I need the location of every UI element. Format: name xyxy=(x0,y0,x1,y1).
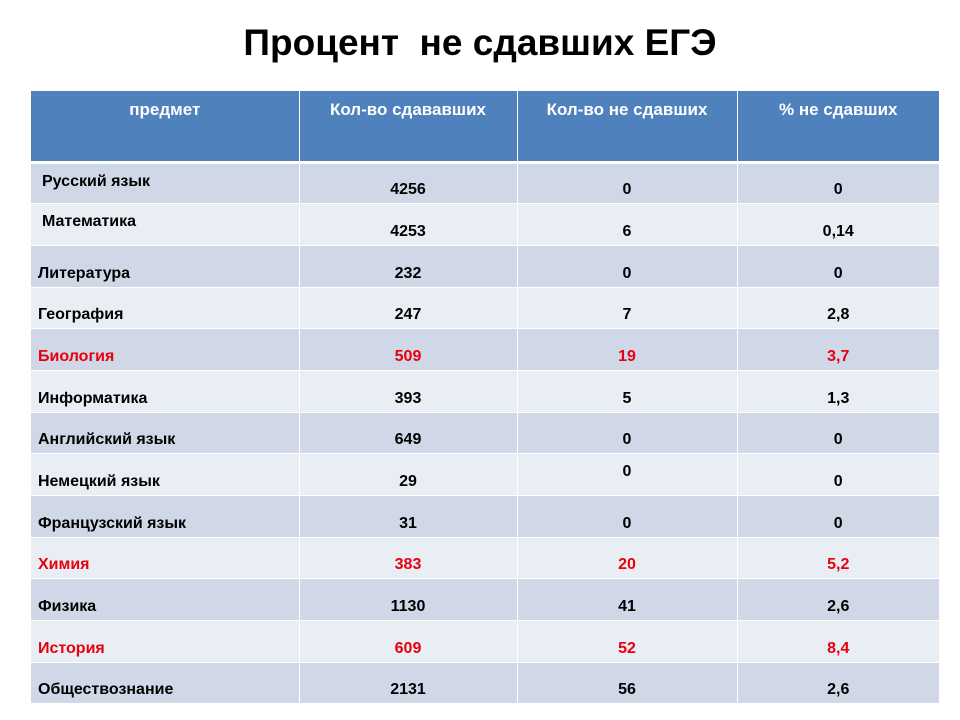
table-row: Английский язык 649 0 0 xyxy=(31,412,939,455)
subject-cell: Информатика xyxy=(31,370,300,413)
subject-cell: Литература xyxy=(31,245,300,288)
took-cell: 509 xyxy=(299,328,518,371)
took-cell: 383 xyxy=(299,537,518,580)
table-row: Обществознание 2131 56 2,6 xyxy=(31,662,939,705)
took-cell: 609 xyxy=(299,620,518,663)
failed-cell: 52 xyxy=(517,620,738,663)
percent-cell: 0,14 xyxy=(737,203,939,246)
table-row: Математика 4253 6 0,14 xyxy=(31,203,939,246)
failed-cell: 20 xyxy=(517,537,738,580)
subject-cell: География xyxy=(31,287,300,330)
took-cell: 393 xyxy=(299,370,518,413)
subject-cell: Французский язык xyxy=(31,495,300,538)
subject-cell: Обществознание xyxy=(31,662,300,705)
failed-cell: 0 xyxy=(517,453,738,496)
percent-cell: 8,4 xyxy=(737,620,939,663)
percent-cell: 2,8 xyxy=(737,287,939,330)
failed-cell: 56 xyxy=(517,662,738,705)
table-row-highlighted: Химия 383 20 5,2 xyxy=(31,537,939,580)
results-table: предмет Кол-во сдававших Кол-во не сдавш… xyxy=(31,91,939,705)
table-row: Литература 232 0 0 xyxy=(31,245,939,288)
took-cell: 4256 xyxy=(299,162,518,205)
failed-cell: 0 xyxy=(517,162,738,205)
failed-cell: 6 xyxy=(517,203,738,246)
subject-cell: Русский язык xyxy=(31,162,300,205)
table-row-highlighted: История 609 52 8,4 xyxy=(31,620,939,663)
percent-cell: 0 xyxy=(737,245,939,288)
percent-cell: 0 xyxy=(737,495,939,538)
subject-cell: Немецкий язык xyxy=(31,453,300,496)
failed-cell: 41 xyxy=(517,578,738,622)
subject-cell: Биология xyxy=(31,328,300,371)
failed-cell: 7 xyxy=(517,287,738,330)
failed-cell: 19 xyxy=(517,328,738,371)
table-row: География 247 7 2,8 xyxy=(31,287,939,330)
header-percent: % не сдавших xyxy=(737,91,939,164)
header-failed: Кол-во не сдавших xyxy=(517,91,738,164)
table-row: Французский язык 31 0 0 xyxy=(31,495,939,538)
subject-cell: Химия xyxy=(31,537,300,580)
failed-cell: 0 xyxy=(517,245,738,288)
took-cell: 649 xyxy=(299,412,518,455)
took-cell: 29 xyxy=(299,453,518,496)
header-row: предмет Кол-во сдававших Кол-во не сдавш… xyxy=(31,91,939,164)
percent-cell: 3,7 xyxy=(737,328,939,371)
table-row: Информатика 393 5 1,3 xyxy=(31,370,939,413)
took-cell: 247 xyxy=(299,287,518,330)
percent-cell: 0 xyxy=(737,162,939,205)
failed-cell: 0 xyxy=(517,412,738,455)
percent-cell: 0 xyxy=(737,453,939,496)
took-cell: 31 xyxy=(299,495,518,538)
took-cell: 4253 xyxy=(299,203,518,246)
table-row: Немецкий язык 29 0 0 xyxy=(31,453,939,496)
subject-cell: История xyxy=(31,620,300,663)
subject-cell: Английский язык xyxy=(31,412,300,455)
table-row-highlighted: Биология 509 19 3,7 xyxy=(31,328,939,371)
percent-cell: 2,6 xyxy=(737,662,939,705)
percent-cell: 1,3 xyxy=(737,370,939,413)
header-took: Кол-во сдававших xyxy=(299,91,518,164)
took-cell: 2131 xyxy=(299,662,518,705)
percent-cell: 0 xyxy=(737,412,939,455)
failed-cell: 0 xyxy=(517,495,738,538)
subject-cell: Математика xyxy=(31,203,300,246)
failed-cell: 5 xyxy=(517,370,738,413)
subject-cell: Физика xyxy=(31,578,300,622)
header-subject: предмет xyxy=(31,91,300,164)
took-cell: 1130 xyxy=(299,578,518,622)
percent-cell: 2,6 xyxy=(737,578,939,622)
took-cell: 232 xyxy=(299,245,518,288)
page-title: Процент не сдавших ЕГЭ xyxy=(243,22,717,63)
table-row: Русский язык 4256 0 0 xyxy=(31,162,939,205)
table-row: Физика 1130 41 2,6 xyxy=(31,578,939,622)
percent-cell: 5,2 xyxy=(737,537,939,580)
